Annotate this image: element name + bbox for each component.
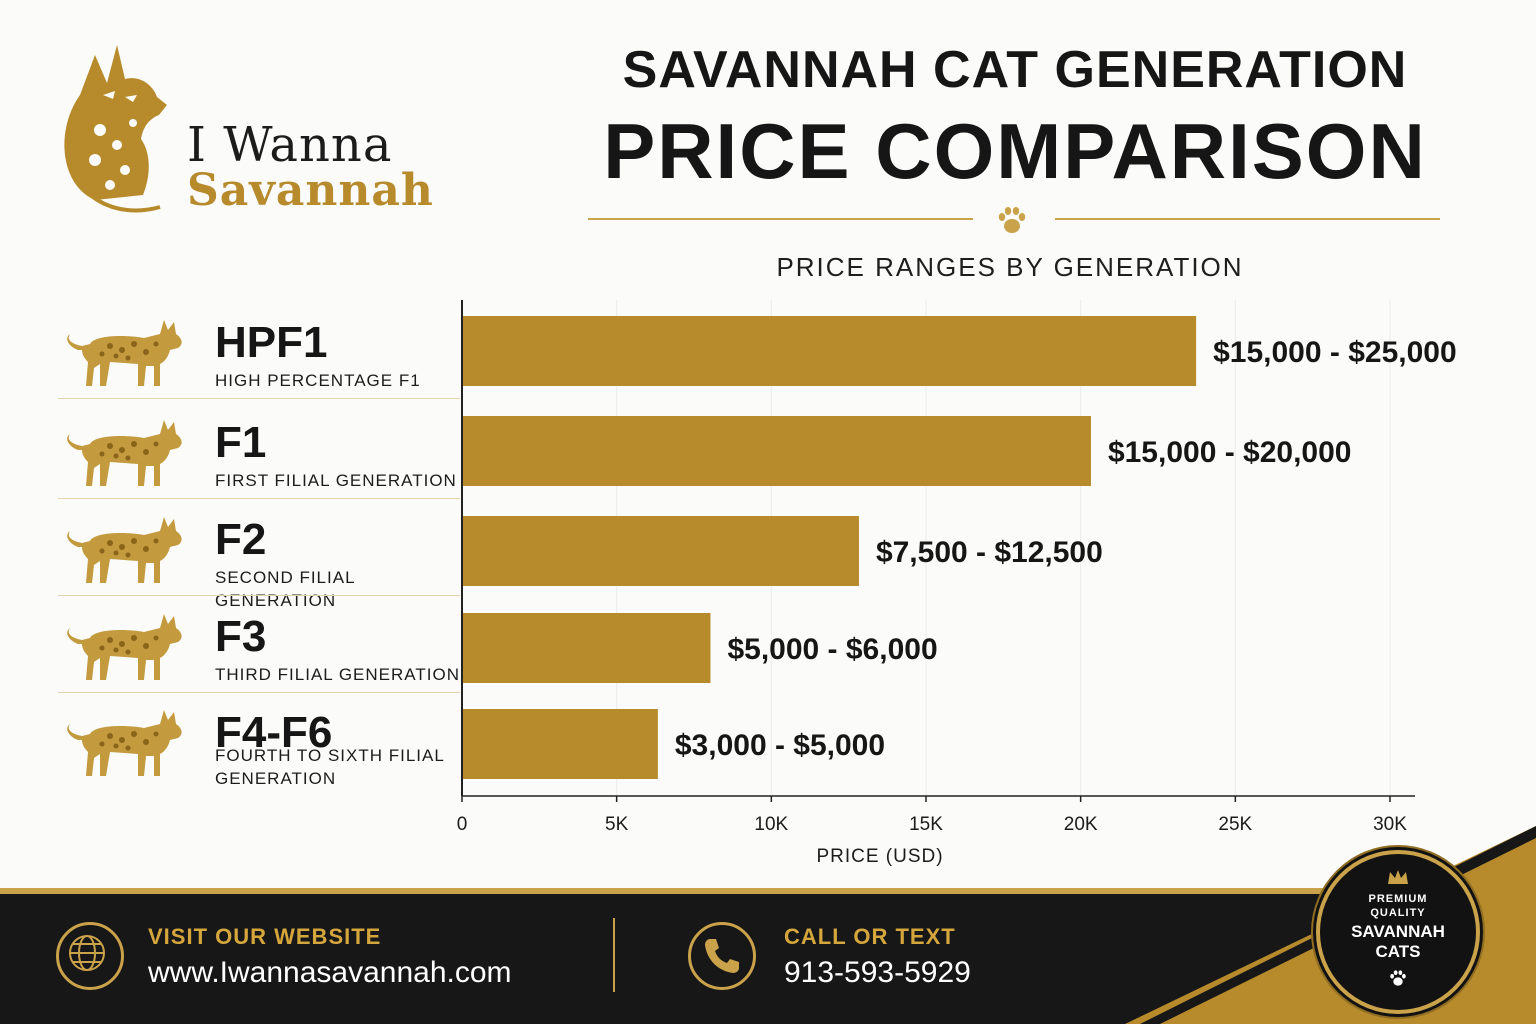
generation-description: THIRD FILIAL GENERATION (215, 665, 460, 684)
bar-f2 (463, 516, 859, 586)
x-tick-label: 0 (457, 814, 468, 835)
x-tick-label: 30K (1373, 814, 1407, 835)
crown-icon (1388, 870, 1408, 884)
footer-divider (613, 918, 615, 992)
badge-text-top: PREMIUM QUALITY (1320, 892, 1476, 920)
bar-data-label: $5,000 - $6,000 (727, 633, 937, 666)
page-title-line2: PRICE COMPARISON (603, 107, 1427, 195)
x-tick-label: 25K (1218, 814, 1252, 835)
row-separator (58, 398, 460, 399)
savannah-cat-icon (60, 700, 190, 782)
generation-row: HPF1 HIGH PERCENTAGE F1 (58, 300, 460, 394)
bar-data-label: $15,000 - $25,000 (1213, 336, 1457, 369)
x-axis-title: PRICE (USD) (816, 846, 944, 867)
bar-hpf1 (463, 316, 1197, 386)
x-tick-label: 15K (909, 814, 943, 835)
chart-subtitle: PRICE RANGES BY GENERATION (776, 252, 1244, 282)
cat-head-logo-icon (64, 45, 167, 213)
generation-row: F4-F6 FOURTH TO SIXTH FILIAL GENERATION (58, 690, 460, 788)
website-link[interactable]: www.Iwannasavannah.com (148, 956, 512, 989)
bar-f4-f6 (463, 709, 658, 779)
badge-text-main: SAVANNAH CATS (1320, 922, 1476, 962)
badge-line3: SAVANNAH (1351, 922, 1445, 941)
generation-code: F1 (215, 418, 267, 467)
footer-gold-rule (0, 888, 1536, 894)
generation-row: F2 SECOND FILIAL GENERATION (58, 497, 460, 610)
row-separator (58, 498, 460, 499)
title-divider-right (1055, 218, 1440, 220)
badge-paw-icon (1390, 970, 1406, 986)
phone-icon-circle (688, 922, 756, 990)
savannah-cat-icon (60, 507, 190, 589)
generation-code: F3 (215, 612, 267, 661)
website-label: VISIT OUR WEBSITE (148, 924, 382, 949)
website-icon-circle (56, 922, 124, 990)
generation-description: FOURTH TO SIXTH FILIAL GENERATION (215, 746, 445, 788)
bar-f3 (463, 613, 711, 683)
generation-description: HIGH PERCENTAGE F1 (215, 371, 421, 390)
phone-number-link[interactable]: 913-593-5929 (784, 956, 971, 989)
savannah-cat-icon (60, 410, 190, 492)
logo-text-line2: Savannah (187, 165, 434, 216)
savannah-cat-icon (60, 604, 190, 686)
globe-icon (69, 935, 105, 971)
badge-line1: PREMIUM (1368, 893, 1428, 905)
x-tick-label: 5K (605, 814, 629, 835)
page-title-line1: SAVANNAH CAT GENERATION (622, 41, 1408, 99)
row-separator (58, 692, 460, 693)
x-tick-label: 10K (754, 814, 788, 835)
brand-logo[interactable]: I Wanna Savannah (55, 35, 475, 225)
phone-label: CALL OR TEXT (784, 924, 956, 949)
bar-data-label: $15,000 - $20,000 (1108, 436, 1352, 469)
generation-code: F2 (215, 515, 267, 564)
bar-data-label: $7,500 - $12,500 (876, 536, 1103, 569)
row-separator (58, 595, 460, 596)
title-divider-left (588, 218, 973, 220)
bar-data-label: $3,000 - $5,000 (675, 729, 885, 762)
badge-line4: CATS (1375, 942, 1421, 961)
savannah-cat-icon (60, 310, 190, 392)
logo-text-line1: I Wanna (187, 117, 393, 173)
generation-code: F4-F6 (215, 708, 333, 757)
generation-row: F3 THIRD FILIAL GENERATION (58, 594, 460, 688)
generation-code: HPF1 (215, 318, 328, 367)
x-tick-label: 20K (1064, 814, 1098, 835)
paw-icon (998, 207, 1026, 233)
generation-row: F1 FIRST FILIAL GENERATION (58, 400, 460, 494)
bar-f1 (463, 416, 1091, 486)
phone-icon (705, 939, 739, 973)
generation-description: FIRST FILIAL GENERATION (215, 471, 457, 490)
premium-quality-badge: PREMIUM QUALITY SAVANNAH CATS (1316, 850, 1480, 1014)
badge-line2: QUALITY (1370, 907, 1426, 919)
